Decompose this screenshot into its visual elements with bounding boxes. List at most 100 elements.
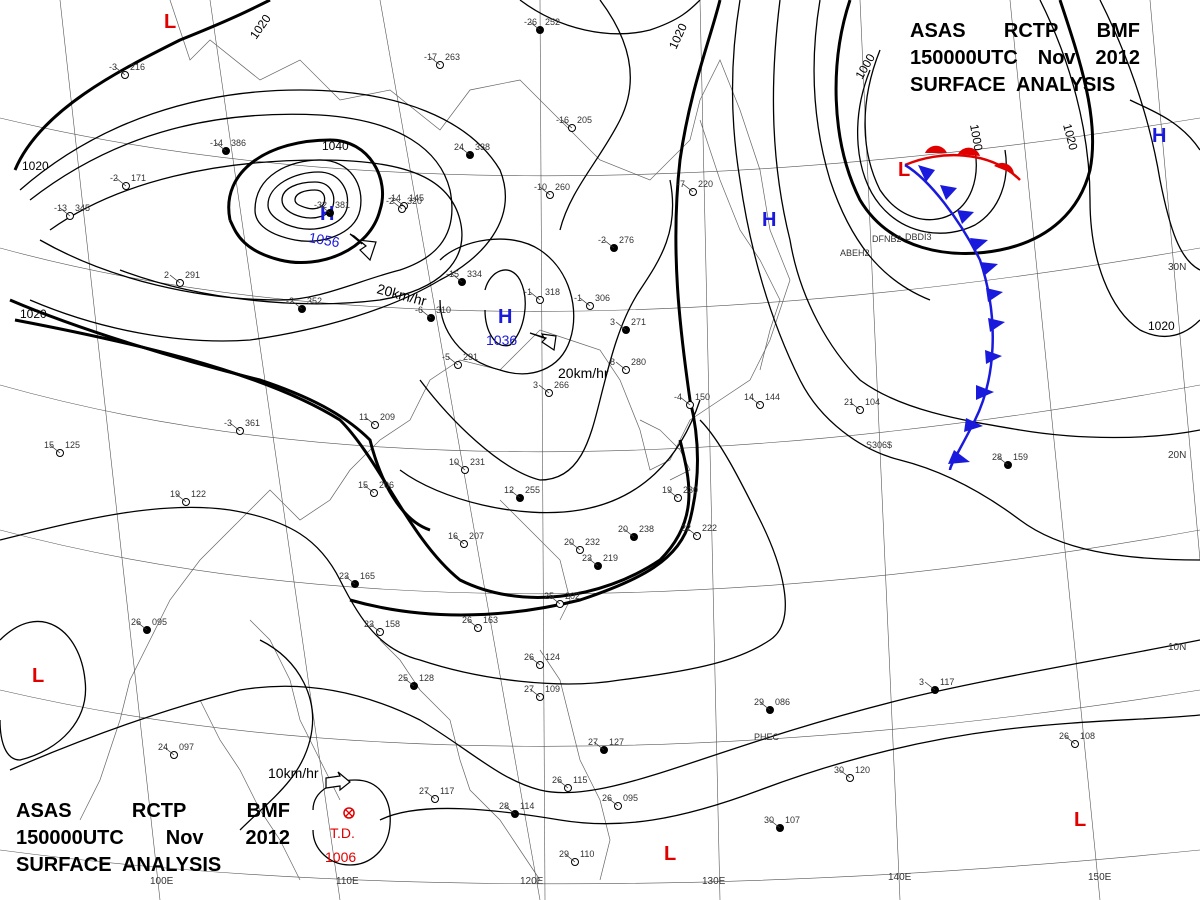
station-pressure: 220 <box>698 179 713 189</box>
station-pressure: 291 <box>463 352 478 362</box>
lon-label: 130E <box>702 876 726 887</box>
title-word: RCTP <box>131 800 187 822</box>
station-id: S306$ <box>866 440 892 450</box>
station-pressure: 115 <box>573 775 587 785</box>
wind-barb <box>615 321 627 331</box>
wind-barb <box>424 790 436 800</box>
isobar-label: 1020 <box>22 159 49 173</box>
station-temp: 30 <box>834 765 844 775</box>
title-word: RCTP <box>1003 20 1059 42</box>
wind-barb <box>49 444 61 454</box>
station-pressure: 108 <box>1080 731 1095 741</box>
wind-barb <box>344 575 356 585</box>
lon-label: 120E <box>520 876 544 887</box>
cold-front-triangle <box>940 185 957 200</box>
station-plot: 27 127 <box>588 737 624 754</box>
wind-barb <box>59 207 71 217</box>
station-pressure: 291 <box>185 270 200 280</box>
station-temp: 25 <box>544 591 554 601</box>
station-temp: 19 <box>662 485 672 495</box>
station-plot: 16 207 <box>448 531 484 548</box>
high-pressure-marker: H <box>498 306 512 328</box>
wind-barb <box>454 461 466 471</box>
station-temp: 20 <box>618 524 628 534</box>
station-pressure: 255 <box>525 485 540 495</box>
motion-speed-label: 10km/hr <box>268 765 319 781</box>
station-pressure: 171 <box>131 173 146 183</box>
td-symbol-cross <box>344 808 354 818</box>
station-pressure: 144 <box>765 392 780 402</box>
station-plot: 30 120 <box>834 765 870 782</box>
wind-barb <box>529 656 541 666</box>
cold-front-triangle <box>985 350 1002 364</box>
title-line: SURFACE ANALYSIS <box>910 74 1116 96</box>
isobar-label: 1040 <box>322 139 349 153</box>
wind-barb <box>557 779 569 789</box>
lat-label: 20N <box>1168 450 1186 461</box>
wind-barb <box>467 619 479 629</box>
wind-barb <box>363 484 375 494</box>
lon-label: 100E <box>150 876 174 887</box>
motion-arrow <box>529 332 557 352</box>
station-temp: 10 <box>449 457 459 467</box>
title-word: 2012 <box>245 827 290 849</box>
title-word: BMF <box>1096 20 1140 42</box>
station-pressure: 107 <box>785 815 800 825</box>
station-pressure: 260 <box>555 182 570 192</box>
wind-barb <box>364 416 376 426</box>
station-temp: -1 <box>524 287 532 297</box>
station-temp: 21 <box>844 397 854 407</box>
low-pressure-marker: L <box>664 843 676 865</box>
wind-barb <box>529 688 541 698</box>
station-temp: -16 <box>556 115 569 125</box>
station-temp: 28 <box>992 452 1002 462</box>
station-temp: -17 <box>424 52 437 62</box>
low-pressure-marker: L <box>898 159 910 181</box>
station-temp: -15 <box>446 269 459 279</box>
station-plot: 23 219 <box>582 553 618 570</box>
wind-barb <box>451 273 463 283</box>
station-pressure: 263 <box>445 52 460 62</box>
station-pressure: 145 <box>409 193 424 203</box>
title-word: ASAS <box>910 20 966 42</box>
station-plot: 3 271 <box>610 317 646 334</box>
title-word: 150000UTC <box>910 47 1018 69</box>
motion-speed-label: 20km/hr <box>558 365 609 381</box>
wind-barb <box>615 361 627 371</box>
station-plot: 26 124 <box>524 652 560 669</box>
station-temp: 27 <box>524 684 534 694</box>
wind-barb <box>403 677 415 687</box>
station-plot: 15 125 <box>44 440 80 457</box>
station-temp: 24 <box>454 142 464 152</box>
station-plot: 19 122 <box>170 489 206 506</box>
station-pressure: 158 <box>385 619 400 629</box>
wind-barb <box>839 769 851 779</box>
station-temp: 3 <box>610 317 615 327</box>
cold-front-triangle <box>986 288 1003 302</box>
station-temp: -7 <box>677 179 685 189</box>
station-plot: -3 216 <box>109 62 145 79</box>
station-plot: 20 238 <box>618 524 654 541</box>
station-temp: -6 <box>415 305 423 315</box>
station-temp: 12 <box>504 485 514 495</box>
motion-labels: 20km/hr 20km/hr 10km/hr <box>268 280 609 781</box>
cold-front-triangle <box>957 210 974 224</box>
station-id: ABEH2 <box>840 248 870 258</box>
station-temp: -10 <box>534 182 547 192</box>
station-temp: -26 <box>524 17 537 27</box>
station-pressure: 206 <box>379 480 394 490</box>
isobar-label: 1020 <box>666 21 690 51</box>
wind-barb <box>769 819 781 829</box>
station-plot: -16 205 <box>556 115 592 132</box>
station-pressure: 320 <box>407 196 422 206</box>
title-word: ASAS <box>16 800 72 822</box>
lat-label: 10N <box>1168 642 1186 653</box>
isobar-label: 1000 <box>967 123 985 152</box>
wind-barb <box>561 119 573 129</box>
title-word: BMF <box>246 800 290 822</box>
station-temp: 27 <box>588 737 598 747</box>
title-word: 150000UTC <box>16 827 124 849</box>
wind-barb <box>114 66 126 76</box>
station-pressure: 271 <box>631 317 646 327</box>
